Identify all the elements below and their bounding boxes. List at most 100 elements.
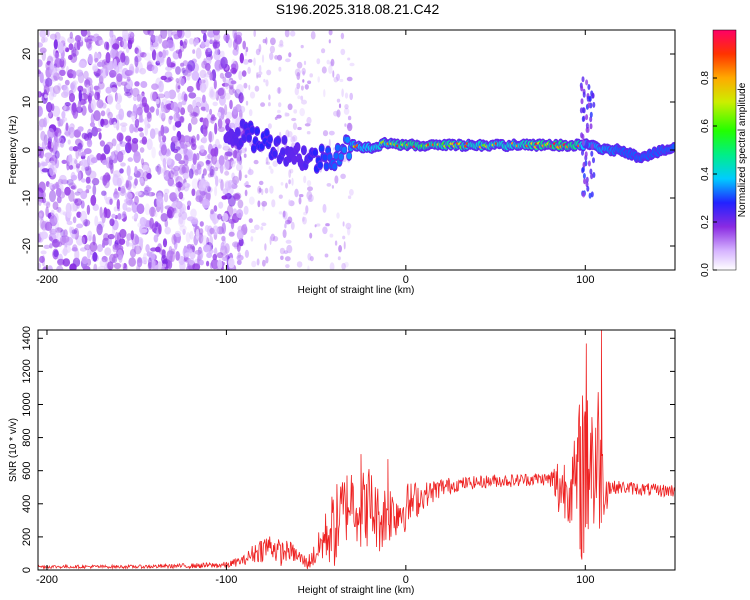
noise-speck bbox=[172, 210, 181, 219]
noise-speck bbox=[293, 109, 298, 114]
noise-speck bbox=[225, 111, 233, 120]
noise-speck bbox=[97, 265, 106, 270]
noise-speck bbox=[188, 257, 195, 265]
noise-speck bbox=[347, 57, 351, 61]
noise-speck bbox=[160, 75, 167, 81]
noise-speck bbox=[228, 122, 236, 128]
noise-speck bbox=[147, 30, 154, 36]
noise-speck bbox=[217, 111, 222, 117]
noise-speck bbox=[79, 210, 88, 223]
y-tick-label: 200 bbox=[21, 528, 33, 546]
noise-speck bbox=[171, 234, 177, 245]
noise-speck bbox=[54, 227, 63, 233]
burst-speck bbox=[589, 123, 593, 130]
noise-speck bbox=[265, 79, 269, 87]
noise-speck bbox=[219, 72, 224, 79]
noise-speck bbox=[187, 104, 194, 113]
noise-speck bbox=[170, 167, 176, 175]
noise-speck bbox=[301, 99, 307, 105]
noise-speck bbox=[114, 92, 118, 102]
noise-speck bbox=[128, 257, 136, 267]
noise-speck bbox=[269, 185, 274, 194]
noise-speck bbox=[349, 62, 355, 67]
noise-speck bbox=[282, 210, 286, 218]
noise-speck bbox=[38, 181, 46, 193]
noise-speck bbox=[109, 198, 113, 205]
noise-speck bbox=[112, 174, 119, 186]
noise-speck bbox=[135, 68, 139, 74]
noise-speck bbox=[199, 144, 205, 153]
noise-speck bbox=[108, 237, 112, 247]
noise-speck bbox=[135, 191, 142, 196]
y-tick-label: 20 bbox=[21, 48, 33, 60]
noise-speck bbox=[117, 151, 124, 163]
noise-speck bbox=[57, 42, 64, 54]
burst-speck bbox=[585, 142, 589, 149]
spectrogram-ridge bbox=[223, 76, 675, 199]
noise-speck bbox=[198, 179, 206, 192]
noise-speck bbox=[237, 252, 241, 259]
noise-speck bbox=[167, 30, 173, 38]
noise-speck bbox=[243, 153, 247, 158]
colorbar-tick-label: 0.2 bbox=[700, 215, 711, 229]
noise-speck bbox=[64, 102, 71, 107]
noise-speck bbox=[190, 112, 199, 117]
noise-speck bbox=[111, 213, 116, 219]
y-tick-label: 1200 bbox=[21, 359, 33, 383]
burst-speck bbox=[584, 151, 588, 158]
noise-speck bbox=[213, 79, 217, 90]
noise-speck bbox=[239, 52, 244, 64]
noise-speck bbox=[285, 58, 291, 63]
noise-speck bbox=[253, 30, 256, 37]
noise-speck bbox=[310, 31, 316, 40]
noise-speck bbox=[127, 138, 132, 150]
noise-speck bbox=[328, 30, 333, 36]
spectrogram-noise bbox=[38, 30, 355, 270]
noise-speck bbox=[338, 245, 342, 253]
noise-speck bbox=[101, 212, 106, 224]
noise-speck bbox=[59, 210, 66, 215]
noise-speck bbox=[68, 146, 75, 152]
noise-speck bbox=[158, 51, 163, 58]
noise-speck bbox=[149, 106, 155, 113]
ridge-band bbox=[246, 134, 252, 141]
noise-speck bbox=[141, 96, 147, 108]
noise-speck bbox=[243, 59, 249, 65]
noise-speck bbox=[278, 66, 282, 72]
noise-speck bbox=[217, 259, 223, 270]
noise-speck bbox=[258, 71, 263, 75]
noise-speck bbox=[167, 177, 175, 187]
noise-speck bbox=[66, 245, 71, 253]
noise-speck bbox=[38, 162, 41, 168]
noise-speck bbox=[69, 263, 77, 270]
noise-speck bbox=[77, 101, 82, 113]
noise-speck bbox=[333, 147, 336, 151]
noise-speck bbox=[43, 36, 48, 43]
x-tick-label: 0 bbox=[403, 574, 409, 586]
noise-speck bbox=[247, 66, 251, 74]
noise-speck bbox=[134, 178, 138, 186]
noise-speck bbox=[209, 72, 213, 81]
noise-speck bbox=[171, 197, 179, 203]
noise-speck bbox=[219, 50, 225, 58]
noise-speck bbox=[38, 145, 42, 157]
noise-speck bbox=[129, 123, 135, 134]
noise-speck bbox=[38, 42, 43, 48]
noise-speck bbox=[139, 177, 144, 184]
noise-speck bbox=[175, 78, 180, 83]
noise-speck bbox=[96, 99, 104, 109]
noise-speck bbox=[127, 175, 133, 181]
noise-speck bbox=[59, 174, 67, 183]
burst-speck bbox=[581, 149, 584, 156]
noise-speck bbox=[110, 87, 118, 93]
noise-speck bbox=[49, 33, 57, 40]
noise-speck bbox=[114, 231, 119, 243]
noise-speck bbox=[236, 259, 242, 265]
noise-speck bbox=[92, 203, 100, 212]
noise-speck bbox=[214, 47, 220, 56]
noise-speck bbox=[121, 125, 127, 133]
noise-speck bbox=[175, 181, 183, 188]
noise-speck bbox=[119, 168, 124, 174]
noise-speck bbox=[143, 189, 149, 196]
